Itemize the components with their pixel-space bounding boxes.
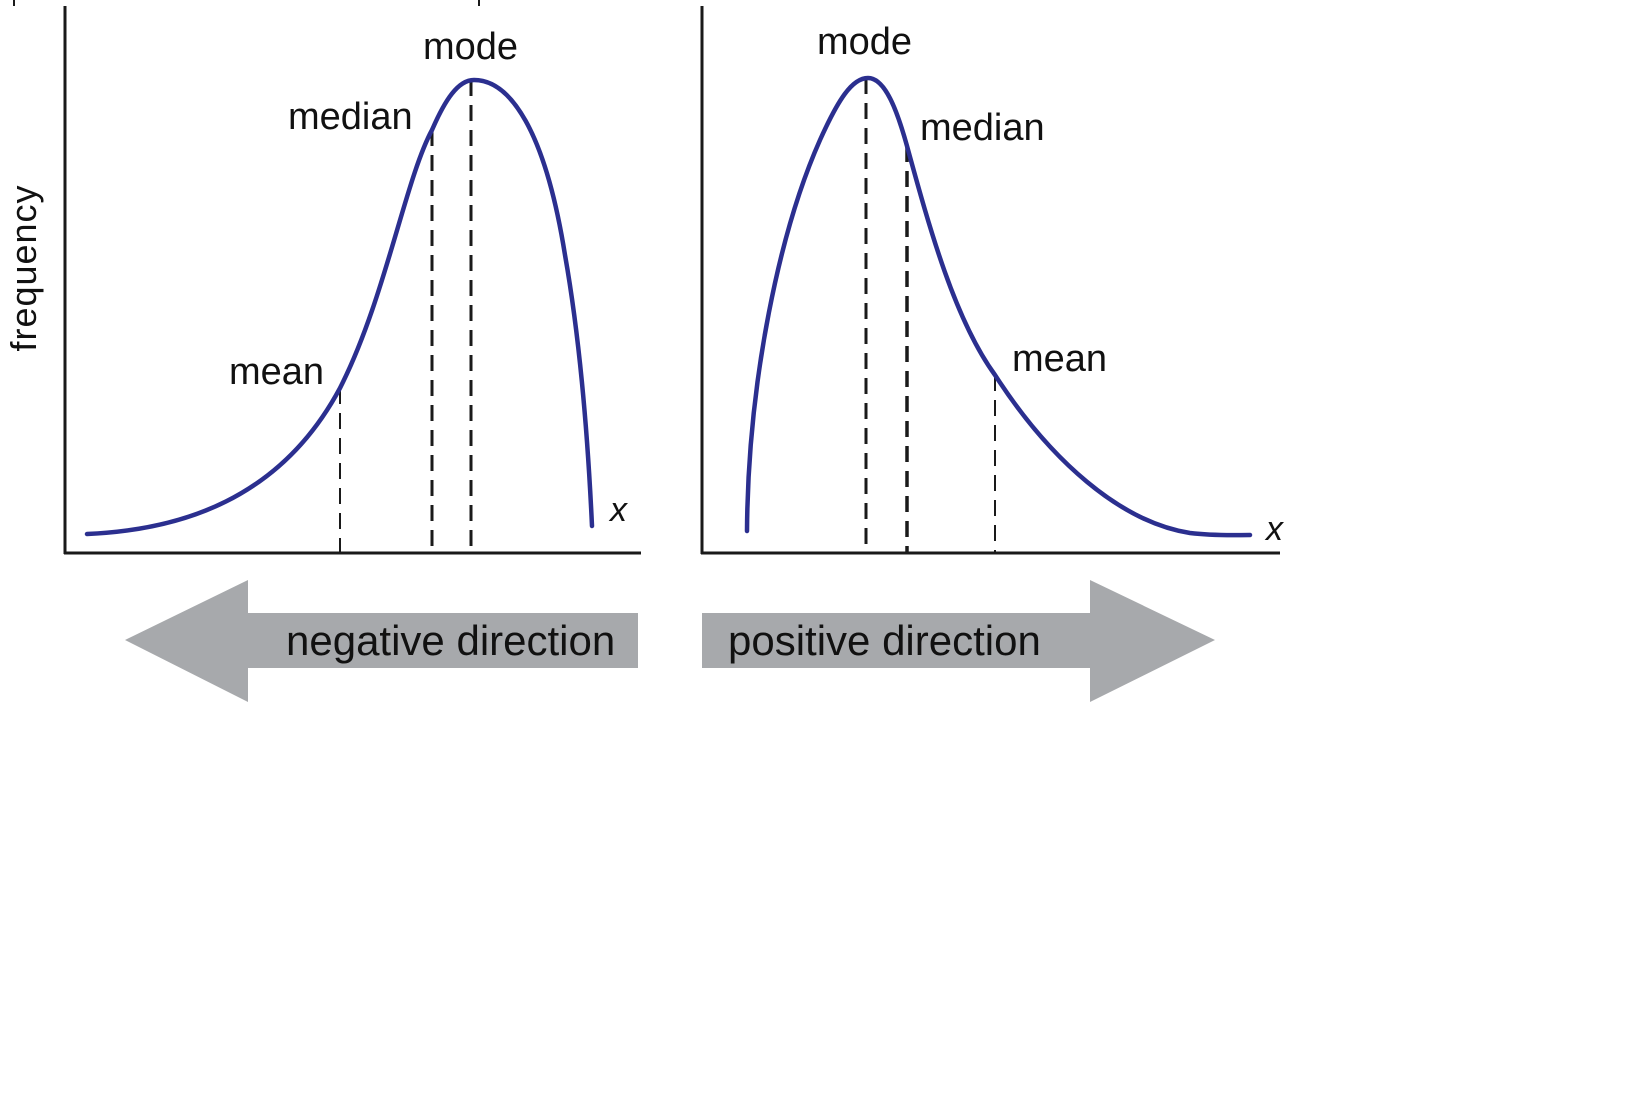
negative-direction-label: negative direction	[286, 617, 615, 664]
y-axis-label: frequency	[3, 184, 44, 351]
left-mode-label: mode	[423, 26, 518, 68]
left-x-axis-label: x	[608, 491, 628, 529]
right-mode-label: mode	[817, 21, 912, 63]
right-panel: mode median mean x positive direction	[700, 6, 1284, 702]
negative-direction-arrow	[125, 580, 638, 702]
left-distribution-curve	[84, 77, 595, 537]
left-median-label: median	[288, 96, 413, 138]
right-distribution-curve	[744, 75, 1253, 538]
positive-direction-arrow	[702, 580, 1215, 702]
left-panel: mode median mean x negative direction	[63, 6, 641, 702]
left-mean-label: mean	[229, 351, 324, 393]
right-mean-label: mean	[1012, 338, 1107, 380]
right-x-axis-label: x	[1264, 510, 1284, 548]
positive-direction-label: positive direction	[728, 617, 1041, 664]
right-median-label: median	[920, 107, 1045, 149]
